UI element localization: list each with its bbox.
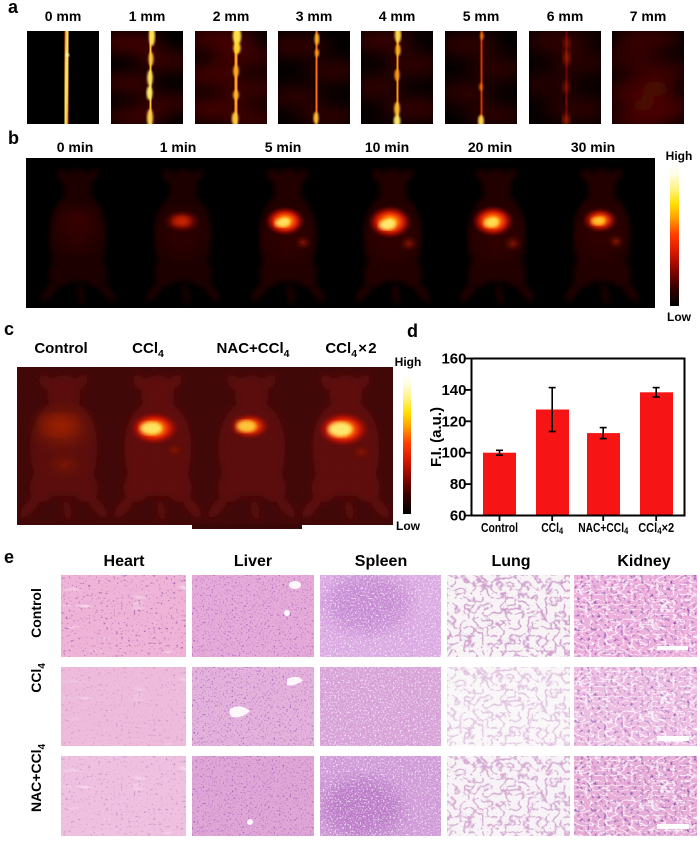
svg-text:F.I. (a.u.): F.I. (a.u.) xyxy=(430,407,445,467)
svg-text:120: 120 xyxy=(441,413,466,430)
svg-text:CCl4: CCl4 xyxy=(541,521,563,536)
svg-text:CCl4×2: CCl4×2 xyxy=(638,521,674,536)
svg-text:Control: Control xyxy=(481,521,518,535)
svg-text:60: 60 xyxy=(450,508,467,525)
svg-text:NAC+CCl4: NAC+CCl4 xyxy=(578,521,628,536)
svg-text:100: 100 xyxy=(441,445,466,462)
svg-text:140: 140 xyxy=(441,382,466,399)
svg-text:80: 80 xyxy=(450,476,467,493)
svg-text:160: 160 xyxy=(441,351,466,368)
